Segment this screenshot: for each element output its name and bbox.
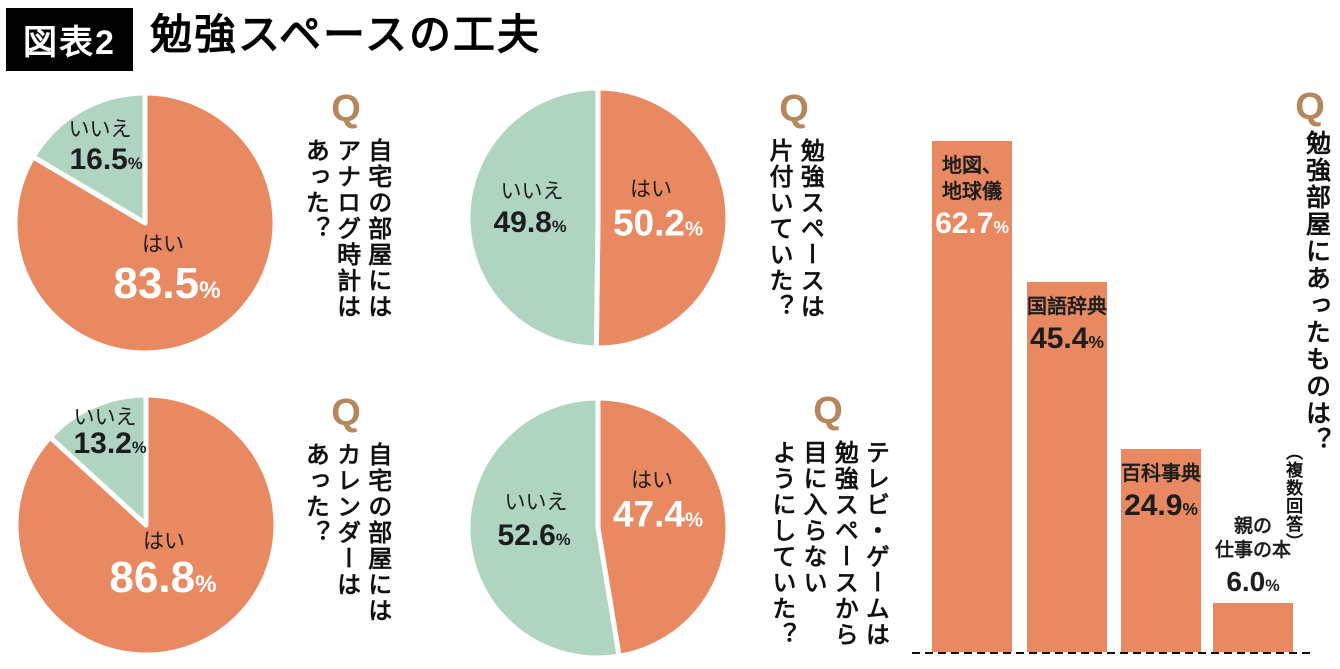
bar-value-label: 62.7% <box>935 207 1009 240</box>
pie-chart-analog-clock <box>12 90 278 356</box>
bar-category-label: 親の 仕事の本 <box>1214 515 1291 562</box>
bar-label-group: 百科事典 24.9% <box>1121 449 1201 521</box>
pie-no-value: 49.8% <box>493 206 567 239</box>
q-icon: Q <box>779 88 809 130</box>
pie-yes-label: はい <box>630 178 672 201</box>
question-tv-game: テレビ・ゲームは 勉強スペースから 目に入らない ようにしていた？ <box>767 440 889 648</box>
bar-category-label: 国語辞典 <box>1027 296 1107 318</box>
bar-category-label: 百科事典 <box>1121 463 1201 485</box>
bar-chart-room-items: 地図、 地球儀 62.7% 国語辞典 45.4% 百科事典 24.9% 親の 仕事の本 6.0… <box>912 84 1314 654</box>
question-analog-clock: 自宅の部屋には アナログ時計は あった？ <box>301 138 391 320</box>
question-block-analog-clock: Q 自宅の部屋には アナログ時計は あった？ <box>296 90 396 320</box>
bar-category-label: 地図、 地球儀 <box>942 155 1002 203</box>
page-title: 勉強スペースの工夫 <box>150 11 541 58</box>
q-icon: Q <box>331 392 361 434</box>
pie-yes-value: 86.8% <box>109 553 217 602</box>
bar-1: 地図、 地球儀 62.7% <box>932 141 1012 652</box>
pie-no-value: 16.5% <box>69 143 143 176</box>
pie-yes-label: はい <box>631 469 673 492</box>
bar-value-label: 45.4% <box>1030 322 1104 355</box>
bar-label-group: 地図、 地球儀 62.7% <box>932 141 1012 239</box>
pie-calendar: いいえ 13.2% はい 86.8% <box>13 392 279 658</box>
pie-chart-tv-game <box>465 395 731 661</box>
pie-no-value: 52.6% <box>497 519 571 552</box>
bar-value-label: 24.9% <box>1124 489 1198 522</box>
pie-tv-game: いいえ 52.6% はい 47.4% <box>465 395 731 661</box>
bar-label-group: 親の 仕事の本 6.0% <box>1193 515 1313 596</box>
pie-slice-いいえ <box>47 392 149 528</box>
pie-tidy-space: いいえ 49.8% はい 50.2% <box>465 85 731 351</box>
pie-no-label: いいえ <box>73 406 137 429</box>
pie-yes-value: 47.4% <box>612 493 704 535</box>
bar-value-label: 6.0% <box>1226 566 1280 597</box>
pie-chart-tidy-space <box>465 85 731 351</box>
pie-no-label: いいえ <box>500 180 564 203</box>
pie-yes-label: はい <box>143 530 185 553</box>
pie-slice-いいえ <box>465 395 622 661</box>
question-block-calendar: Q 自宅の部屋には カレンダーは あった？ <box>296 394 396 624</box>
question-room-items-note: （複数回答） <box>1283 443 1303 551</box>
pie-chart-calendar <box>13 392 279 658</box>
pie-no-label: いいえ <box>68 118 132 141</box>
pie-no-label: いいえ <box>504 491 568 514</box>
figure-badge: 図表2 <box>6 8 133 71</box>
bar-3: 百科事典 24.9% <box>1121 449 1201 652</box>
question-tidy-space: 勉強スペースは 片付いていた？ <box>765 138 824 320</box>
pie-yes-value: 50.2% <box>612 202 704 244</box>
pie-analog-clock: いいえ 16.5% はい 83.5% <box>12 90 278 356</box>
q-icon: Q <box>813 390 843 432</box>
question-block-tidy-space: Q 勉強スペースは 片付いていた？ <box>758 90 830 320</box>
question-room-items: 勉強部屋にあったものは？ <box>1302 130 1331 454</box>
pie-no-value: 13.2% <box>73 427 147 460</box>
pie-yes-value: 83.5% <box>113 259 221 308</box>
bar-4 <box>1213 603 1293 652</box>
pie-yes-label: はい <box>142 233 184 256</box>
question-calendar: 自宅の部屋には カレンダーは あった？ <box>301 442 391 624</box>
question-block-tv-game: Q テレビ・ゲームは 勉強スペースから 目に入らない ようにしていた？ <box>764 392 892 648</box>
pie-slice-はい <box>593 85 731 351</box>
pie-slice-いいえ <box>465 85 601 351</box>
pie-slice-いいえ <box>30 90 148 226</box>
bar-label-group: 国語辞典 45.4% <box>1027 282 1107 354</box>
q-icon: Q <box>1295 86 1325 128</box>
bar-chart-baseline <box>912 652 1314 654</box>
pie-slice-はい <box>595 395 731 659</box>
q-icon: Q <box>331 88 361 130</box>
bar-2: 国語辞典 45.4% <box>1027 282 1107 652</box>
